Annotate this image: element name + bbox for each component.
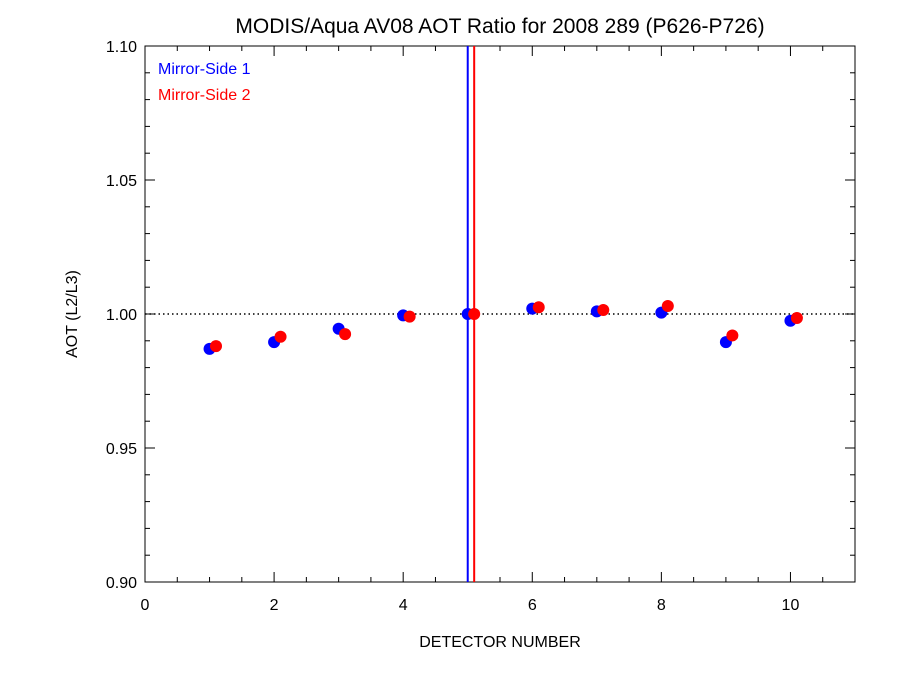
y-tick-label: 1.00 — [106, 307, 137, 324]
data-point-series-2 — [661, 299, 674, 312]
data-point-series-2 — [274, 330, 287, 343]
y-tick-label: 1.10 — [106, 39, 137, 56]
y-tick-label: 0.95 — [106, 441, 137, 458]
y-tick-label: 1.05 — [106, 173, 137, 190]
y-axis-label: AOT (L2/L3) — [64, 270, 81, 358]
plot-area: 0 2 4 6 8 10 0.90 0.95 1.00 1.05 1.10 — [106, 39, 856, 614]
data-point-series-2 — [468, 308, 481, 320]
data-point-series-2 — [726, 329, 739, 342]
x-tick-label: 8 — [657, 597, 666, 614]
y-tick-label: 0.90 — [106, 575, 137, 592]
data-point-series-2 — [210, 340, 222, 353]
data-point-series-2 — [790, 312, 803, 325]
x-tick-label: 4 — [399, 597, 408, 614]
x-axis-label: DETECTOR NUMBER — [419, 634, 581, 651]
x-tick-label: 10 — [782, 597, 800, 614]
data-point-series-2 — [532, 301, 545, 314]
data-point-series-2 — [403, 310, 416, 323]
x-tick-label: 0 — [141, 597, 150, 614]
data-point-series-2 — [597, 303, 610, 316]
chart-title: MODIS/Aqua AV08 AOT Ratio for 2008 289 (… — [235, 15, 764, 38]
x-tick-label: 2 — [270, 597, 279, 614]
legend-mirror-side-2: Mirror-Side 2 — [158, 87, 251, 104]
x-tick-label: 6 — [528, 597, 537, 614]
legend-mirror-side-1: Mirror-Side 1 — [158, 61, 251, 78]
data-point-series-2 — [339, 328, 352, 341]
